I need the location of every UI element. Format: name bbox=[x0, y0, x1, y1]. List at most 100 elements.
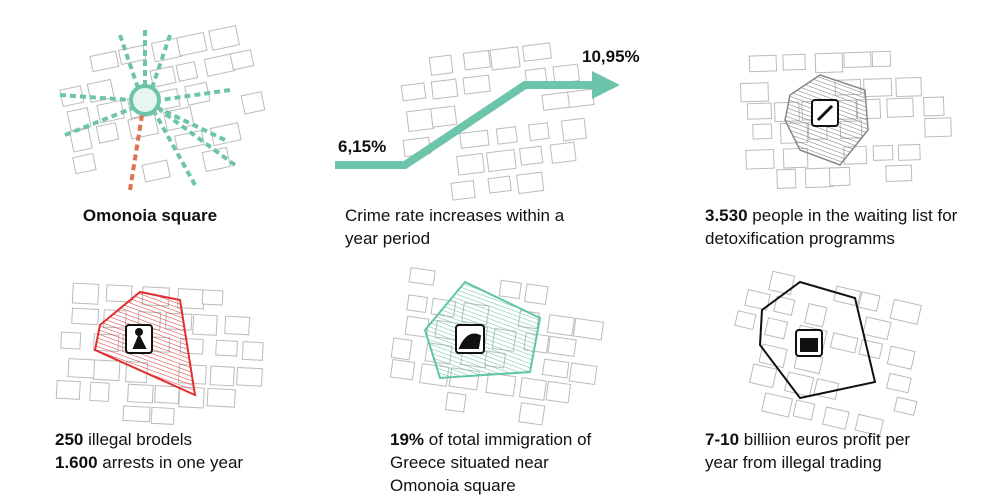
block bbox=[871, 50, 892, 68]
street-grid bbox=[59, 25, 266, 183]
block bbox=[67, 358, 97, 379]
block bbox=[552, 63, 580, 85]
block bbox=[408, 267, 436, 286]
block bbox=[886, 97, 914, 118]
block bbox=[748, 54, 778, 73]
block bbox=[889, 298, 923, 325]
block bbox=[858, 338, 884, 360]
block bbox=[739, 82, 770, 103]
block bbox=[389, 358, 416, 381]
area bbox=[758, 280, 877, 400]
block bbox=[462, 49, 491, 71]
block bbox=[863, 77, 893, 98]
caption-line: 19% of total immigration of Greece situa… bbox=[390, 428, 600, 497]
block bbox=[549, 141, 577, 164]
block bbox=[761, 392, 794, 418]
block bbox=[518, 145, 544, 166]
block bbox=[528, 122, 550, 142]
block bbox=[857, 291, 881, 312]
block bbox=[804, 167, 834, 189]
block bbox=[744, 289, 771, 311]
street-grid bbox=[400, 42, 595, 201]
block bbox=[885, 164, 913, 183]
highlight: 7-10 bbox=[705, 430, 740, 449]
block bbox=[192, 313, 218, 336]
radial-paths bbox=[59, 30, 237, 191]
block bbox=[60, 331, 82, 350]
block bbox=[459, 129, 490, 149]
highlight: 1.600 bbox=[55, 453, 98, 472]
street-grid bbox=[734, 270, 923, 437]
block bbox=[444, 391, 467, 413]
block bbox=[893, 396, 918, 416]
end-label: 10,95% bbox=[582, 47, 640, 66]
block bbox=[224, 315, 251, 336]
block bbox=[782, 147, 809, 169]
text: billiion euros profit per year from ille… bbox=[705, 430, 911, 472]
block bbox=[430, 105, 458, 128]
block bbox=[829, 332, 859, 354]
block bbox=[746, 102, 773, 120]
arrow-head bbox=[592, 71, 620, 99]
block bbox=[206, 387, 236, 408]
block bbox=[524, 283, 549, 306]
block bbox=[560, 117, 587, 142]
block bbox=[814, 52, 844, 74]
block bbox=[895, 76, 922, 98]
block bbox=[843, 51, 872, 69]
block bbox=[450, 180, 476, 201]
block bbox=[758, 343, 788, 369]
block bbox=[229, 49, 255, 71]
block bbox=[89, 381, 110, 402]
block bbox=[792, 399, 816, 421]
caption: 3.530 people in the waiting list for det… bbox=[705, 204, 970, 250]
block bbox=[485, 148, 517, 173]
block bbox=[546, 314, 575, 337]
block bbox=[541, 358, 570, 379]
block bbox=[174, 129, 205, 151]
block bbox=[822, 406, 850, 430]
block bbox=[430, 78, 459, 100]
block bbox=[922, 96, 945, 117]
block bbox=[498, 279, 522, 300]
text: arrests in one year bbox=[102, 453, 244, 472]
block bbox=[127, 383, 154, 404]
block bbox=[405, 108, 435, 133]
block bbox=[776, 168, 797, 189]
block bbox=[149, 65, 177, 88]
block bbox=[862, 316, 892, 341]
block bbox=[406, 294, 429, 314]
block bbox=[462, 74, 491, 95]
block bbox=[215, 339, 238, 357]
block bbox=[175, 61, 199, 82]
block bbox=[89, 50, 120, 73]
block bbox=[209, 365, 235, 387]
block bbox=[745, 149, 775, 170]
block bbox=[236, 366, 263, 387]
block bbox=[872, 144, 894, 161]
block bbox=[828, 166, 851, 187]
caption-line: 250 illegal brodels bbox=[55, 428, 295, 451]
caption: 250 illegal brodels 1.600 arrests in one … bbox=[55, 428, 295, 474]
block bbox=[518, 402, 546, 426]
block bbox=[518, 377, 547, 401]
caption: 19% of total immigration of Greece situa… bbox=[390, 428, 600, 497]
block bbox=[804, 303, 828, 328]
block bbox=[924, 117, 952, 138]
block bbox=[71, 307, 100, 326]
block bbox=[240, 91, 266, 115]
title: Omonoia square bbox=[82, 206, 218, 225]
block bbox=[208, 25, 240, 51]
block bbox=[96, 99, 126, 124]
block bbox=[203, 53, 236, 77]
block bbox=[748, 363, 778, 389]
block bbox=[764, 317, 789, 340]
block bbox=[141, 159, 171, 183]
block bbox=[768, 270, 796, 296]
block bbox=[516, 171, 545, 195]
block bbox=[150, 406, 175, 425]
block bbox=[897, 143, 921, 161]
block bbox=[122, 405, 151, 423]
